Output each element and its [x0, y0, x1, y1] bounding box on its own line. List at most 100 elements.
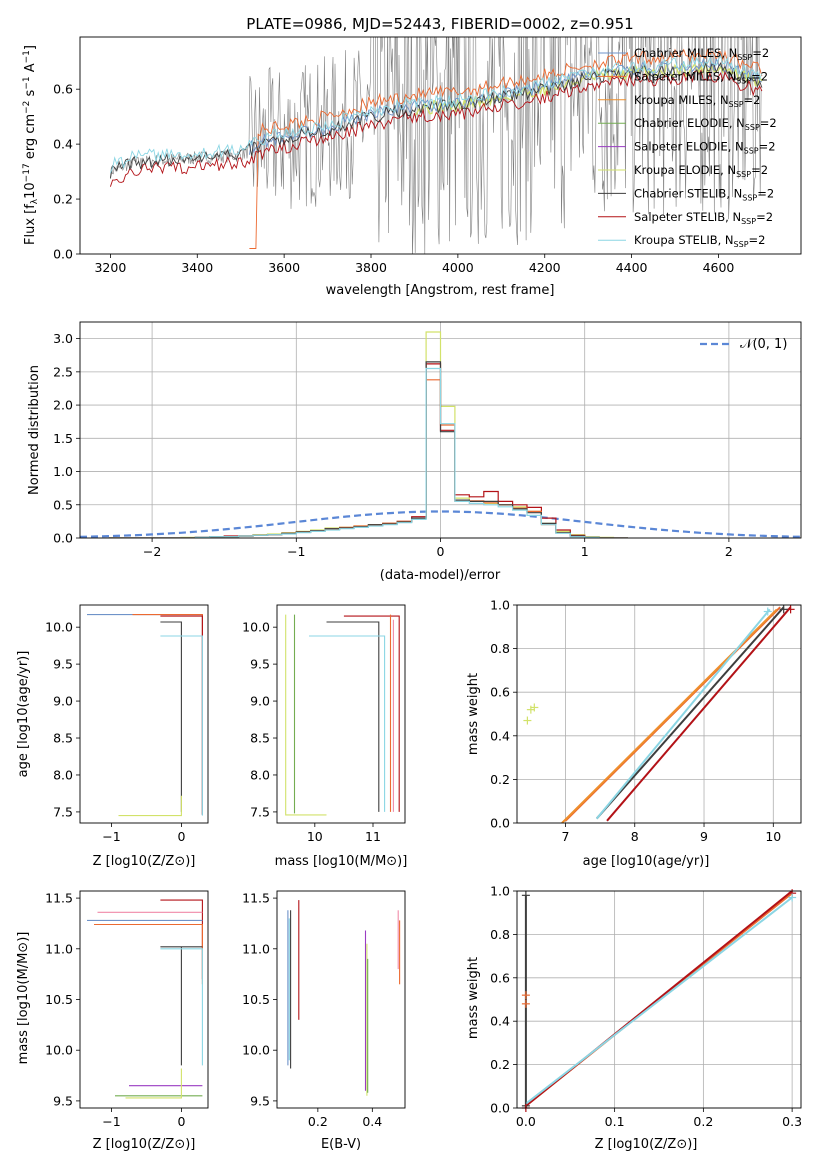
y-tick-label-1-4: 2.0: [53, 398, 73, 413]
y-tick-label-7-3: 0.6: [490, 970, 510, 985]
x-tick-label-0-7: 4600: [703, 260, 735, 275]
x-tick-label-3-1: 11: [365, 829, 381, 844]
x-tick-label-1-0: −2: [143, 544, 161, 559]
x-tick-label-0-5: 4200: [529, 260, 561, 275]
y-tick-label-1-3: 1.5: [53, 431, 73, 446]
axes-frame-5: [79, 890, 209, 1109]
axes-frame-6: [276, 890, 406, 1109]
mass-weight-vs-age-panel: 7 8 9 10 0.0 0.2 0.4 0.6 0.8 1.0: [490, 598, 802, 844]
panel7-xlabel: Z [log10(Z/Z⊙)]: [595, 1137, 698, 1152]
x-tick-label-2-0: −1: [102, 829, 120, 844]
x-tick-label-0-0: 3200: [94, 260, 126, 275]
panel3-xlabel: mass [log10(M/M⊙)]: [275, 854, 408, 869]
weight-line-kroupa-stelib-3: [525, 896, 793, 1105]
model-spectrum-chabrier-stelib: [109, 62, 763, 179]
panel2-ylabel: age [log10(age/yr)]: [16, 651, 31, 778]
legend-label-chabrier-elodie: Chabrier ELODIE, NSSP=2: [634, 116, 777, 132]
y-tick-label-3-4: 9.5: [250, 657, 270, 672]
y-tick-label-4-4: 0.8: [490, 641, 510, 656]
marker-kroupa-elodie-0-1: [526, 705, 535, 714]
step-salpeter-miles-1: [132, 614, 203, 815]
y-tick-label-6-1: 10.0: [242, 1043, 270, 1058]
legend-label-chabrier-stelib: Chabrier STELIB, NSSP=2: [634, 186, 774, 202]
y-tick-label-6-0: 9.5: [250, 1093, 270, 1108]
histogram-ylabel: Normed distribution: [27, 365, 42, 495]
marker-chabrier-stelib-0-0: [521, 891, 530, 900]
step-salpeter-stelib-0: [343, 615, 400, 812]
step-kroupa-elodie-4: [285, 614, 327, 816]
y-tick-label-4-0: 0.0: [490, 816, 510, 831]
mass-weight-vs-metallicity-panel: 0.0 0.1 0.2 0.3 0.0 0.2 0.4 0.6 0.8 1.0: [490, 884, 802, 1130]
y-tick-label-6-3: 11.0: [242, 941, 270, 956]
observed-spectrum-line: [110, 37, 762, 254]
marker-salpeter-miles-1-0: [521, 999, 530, 1008]
y-tick-label-7-1: 0.2: [490, 1057, 510, 1072]
marker-salpeter-miles-1-1: [521, 991, 530, 1000]
y-tick-label-7-5: 1.0: [490, 884, 510, 899]
step-chabrier-stelib-3: [160, 621, 182, 812]
normal-legend-label: 𝒩(0, 1): [740, 337, 787, 352]
x-tick-label-6-1: 0.4: [362, 1114, 382, 1129]
x-tick-label-5-1: 0: [177, 1114, 185, 1129]
x-tick-label-0-6: 4400: [616, 260, 648, 275]
marker-kroupa-elodie-0-2: [530, 703, 539, 712]
x-tick-label-2-1: 0: [177, 829, 185, 844]
panel2-xlabel: Z [log10(Z/Z⊙)]: [93, 854, 196, 869]
step-kroupa-elodie-8: [125, 1068, 182, 1099]
step-chabrier-stelib-4: [160, 946, 203, 1066]
y-tick-label-4-2: 0.4: [490, 728, 510, 743]
age-vs-mass-panel: 10 11 7.5 8.0 8.5 9.0 9.5 10.0: [242, 604, 406, 844]
x-tick-label-1-4: 2: [725, 544, 733, 559]
x-tick-label-7-1: 0.1: [605, 1114, 625, 1129]
y-tick-label-5-3: 11.0: [45, 941, 73, 956]
weight-line-salpeter-stelib-3: [606, 606, 792, 822]
axes-frame-4: [516, 604, 802, 824]
panel4-ylabel: mass weight: [466, 673, 481, 755]
y-tick-label-2-1: 8.0: [53, 767, 73, 782]
y-tick-label-0-1: 0.2: [53, 192, 73, 207]
axes-frame-3: [276, 604, 406, 824]
x-tick-label-1-3: 1: [581, 544, 589, 559]
axes-frame-2: [79, 604, 209, 824]
legend-label-salpeter-stelib: Salpeter STELIB, NSSP=2: [634, 210, 773, 226]
y-tick-label-2-0: 7.5: [53, 804, 73, 819]
panel6-xlabel: E(B-V): [321, 1137, 361, 1152]
y-tick-label-3-1: 8.0: [250, 767, 270, 782]
step-kroupa-stelib-4: [160, 635, 203, 816]
x-tick-label-0-2: 3600: [268, 260, 300, 275]
x-tick-label-3-0: 10: [307, 829, 323, 844]
step-kroupa-stelib-2: [309, 635, 386, 812]
step-kroupa-elodie-5: [118, 795, 182, 817]
y-tick-label-5-1: 10.0: [45, 1043, 73, 1058]
histogram-kroupa-stelib: [108, 367, 628, 538]
step-kroupa-stelib-5: [160, 948, 203, 1066]
y-tick-label-2-3: 9.0: [53, 694, 73, 709]
x-tick-label-5-0: −1: [102, 1114, 120, 1129]
residual-histogram-panel: −2 −1 0 1 2 0.0 0.5 1.0 1.5 2.0 2.5 3.0: [53, 321, 802, 559]
panel7-ylabel: mass weight: [466, 957, 481, 1039]
y-tick-label-0-2: 0.4: [53, 137, 73, 152]
y-tick-label-2-4: 9.5: [53, 657, 73, 672]
legend-label-chabrier-miles: Chabrier MILES, NSSP=2: [634, 46, 769, 62]
marker-kroupa-stelib-3-0: [788, 893, 797, 902]
x-tick-label-0-1: 3400: [181, 260, 213, 275]
y-tick-label-0-0: 0.0: [53, 247, 73, 262]
x-tick-label-4-3: 10: [765, 829, 781, 844]
y-tick-label-5-2: 10.5: [45, 992, 73, 1007]
histogram-salpeter-stelib: [108, 363, 628, 538]
y-tick-label-4-3: 0.6: [490, 685, 510, 700]
marker-salpeter-stelib-1-0: [786, 605, 795, 614]
x-tick-label-7-3: 0.3: [782, 1114, 802, 1129]
y-tick-label-1-1: 0.5: [53, 497, 73, 512]
y-tick-label-1-5: 2.5: [53, 364, 73, 379]
y-tick-label-3-0: 7.5: [250, 804, 270, 819]
x-tick-label-0-3: 3800: [355, 260, 387, 275]
legend-label-kroupa-elodie: Kroupa ELODIE, NSSP=2: [634, 163, 768, 179]
x-tick-label-6-0: 0.2: [308, 1114, 328, 1129]
x-tick-label-7-2: 0.2: [693, 1114, 713, 1129]
histogram-chabrier-stelib: [108, 361, 628, 538]
y-tick-label-7-4: 0.8: [490, 927, 510, 942]
axes-frame-0: [79, 36, 802, 255]
y-tick-label-7-2: 0.4: [490, 1014, 510, 1029]
